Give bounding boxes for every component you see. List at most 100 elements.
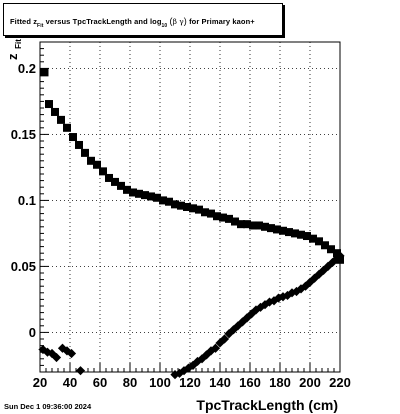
- diamond-marker: [75, 366, 86, 376]
- timestamp-footer: Sun Dec 1 09:36:00 2024: [4, 402, 92, 411]
- square-marker: [111, 177, 119, 186]
- square-marker: [309, 234, 317, 243]
- square-marker: [273, 225, 281, 234]
- title-paren-close: ): [183, 16, 187, 26]
- square-marker: [177, 201, 185, 210]
- diamond-marker: [201, 350, 212, 360]
- square-marker: [129, 188, 137, 197]
- square-marker: [321, 241, 329, 250]
- square-marker: [201, 208, 209, 217]
- diamond-marker: [47, 348, 57, 359]
- square-marker: [117, 181, 125, 190]
- square-marker: [279, 226, 287, 235]
- square-marker: [315, 237, 323, 246]
- square-marker: [57, 115, 65, 124]
- title-beta: β: [172, 17, 177, 26]
- diamond-marker: [51, 352, 62, 363]
- diamond-marker: [66, 348, 77, 359]
- x-axis-label: TpcTrackLength (cm): [196, 397, 338, 413]
- diamond-marker: [228, 325, 239, 335]
- square-marker: [249, 221, 257, 230]
- x-tick-label: 180: [269, 375, 291, 390]
- square-marker: [171, 200, 179, 209]
- svg-text:z Fit: z Fit: [5, 39, 23, 60]
- x-tick-label: 140: [209, 375, 231, 390]
- diamond-marker: [170, 370, 180, 380]
- square-marker: [195, 205, 203, 214]
- square-marker: [237, 220, 245, 229]
- square-marker: [93, 160, 101, 169]
- x-tick-label: 200: [299, 375, 321, 390]
- title-gamma: γ: [179, 17, 184, 26]
- y-axis-label: z Fit: [5, 39, 23, 60]
- x-tick-label: 40: [63, 375, 77, 390]
- y-tick-label: 0: [29, 325, 36, 340]
- square-marker: [141, 191, 149, 200]
- data-markers: [38, 68, 345, 380]
- diamond-marker: [188, 360, 198, 370]
- title-part3: for Primary kaon+: [186, 17, 255, 26]
- x-tick-label: 80: [123, 375, 137, 390]
- diamond-marker: [57, 343, 68, 353]
- x-tick-label: 20: [33, 375, 47, 390]
- square-marker: [219, 213, 227, 222]
- title-part2: versus TpcTrackLength and log: [43, 17, 162, 26]
- title-part2-sub: 10: [161, 23, 168, 29]
- square-marker: [327, 245, 335, 254]
- square-marker: [291, 229, 299, 238]
- square-marker: [75, 140, 83, 149]
- y-tick-label: 0.2: [18, 61, 36, 76]
- diamond-marker: [246, 309, 257, 319]
- square-marker: [105, 173, 113, 182]
- square-marker: [225, 214, 233, 223]
- square-marker: [261, 222, 269, 231]
- diamond-marker: [210, 343, 221, 353]
- square-marker: [183, 203, 191, 211]
- square-marker: [303, 232, 311, 241]
- x-tick-label: 60: [93, 375, 107, 390]
- square-marker: [123, 185, 131, 194]
- diamond-marker: [219, 334, 230, 344]
- x-tick-label: 120: [179, 375, 201, 390]
- diamond-marker: [183, 363, 194, 373]
- x-tick-label: 220: [329, 375, 351, 390]
- square-marker: [147, 192, 155, 201]
- title-part1: Fitted z: [10, 17, 38, 26]
- tick-labels: 20 40 60 80 100 120 140 160 180 200 220 0 0.05 0.1 0.1…: [11, 61, 351, 390]
- diamond-marker: [224, 329, 234, 339]
- axis-ticks: [39, 41, 341, 373]
- square-marker: [267, 224, 275, 233]
- y-tick-label: 0.15: [11, 127, 36, 142]
- square-marker: [40, 68, 49, 77]
- diamond-marker: [215, 338, 225, 348]
- square-marker: [297, 230, 305, 239]
- square-marker: [45, 100, 53, 109]
- square-marker: [69, 133, 77, 142]
- y-tick-label: 0.05: [11, 259, 36, 274]
- square-marker: [99, 167, 107, 176]
- square-marker: [231, 217, 239, 226]
- square-marker: [189, 204, 197, 213]
- square-marker: [153, 193, 161, 202]
- square-marker: [333, 249, 341, 258]
- title-paren-open: (: [169, 16, 173, 26]
- square-marker: [51, 107, 59, 116]
- square-marker: [213, 212, 221, 221]
- square-marker: [243, 220, 251, 229]
- chart-title: Fitted zFit versus TpcTrackLength and lo…: [10, 16, 255, 29]
- square-marker: [165, 197, 173, 206]
- square-marker: [207, 209, 215, 218]
- square-marker: [81, 148, 89, 157]
- chart-title-box: Fitted zFit versus TpcTrackLength and lo…: [3, 3, 283, 36]
- y-axis-label-sub: Fit: [14, 39, 23, 49]
- x-tick-label: 160: [239, 375, 261, 390]
- square-marker: [285, 228, 293, 237]
- square-marker: [255, 221, 263, 230]
- square-marker: [87, 156, 95, 165]
- y-tick-label: 0.1: [18, 193, 36, 208]
- square-marker: [63, 123, 71, 132]
- diamond-marker: [237, 317, 248, 327]
- x-tick-label: 100: [149, 375, 171, 390]
- square-marker: [159, 196, 167, 205]
